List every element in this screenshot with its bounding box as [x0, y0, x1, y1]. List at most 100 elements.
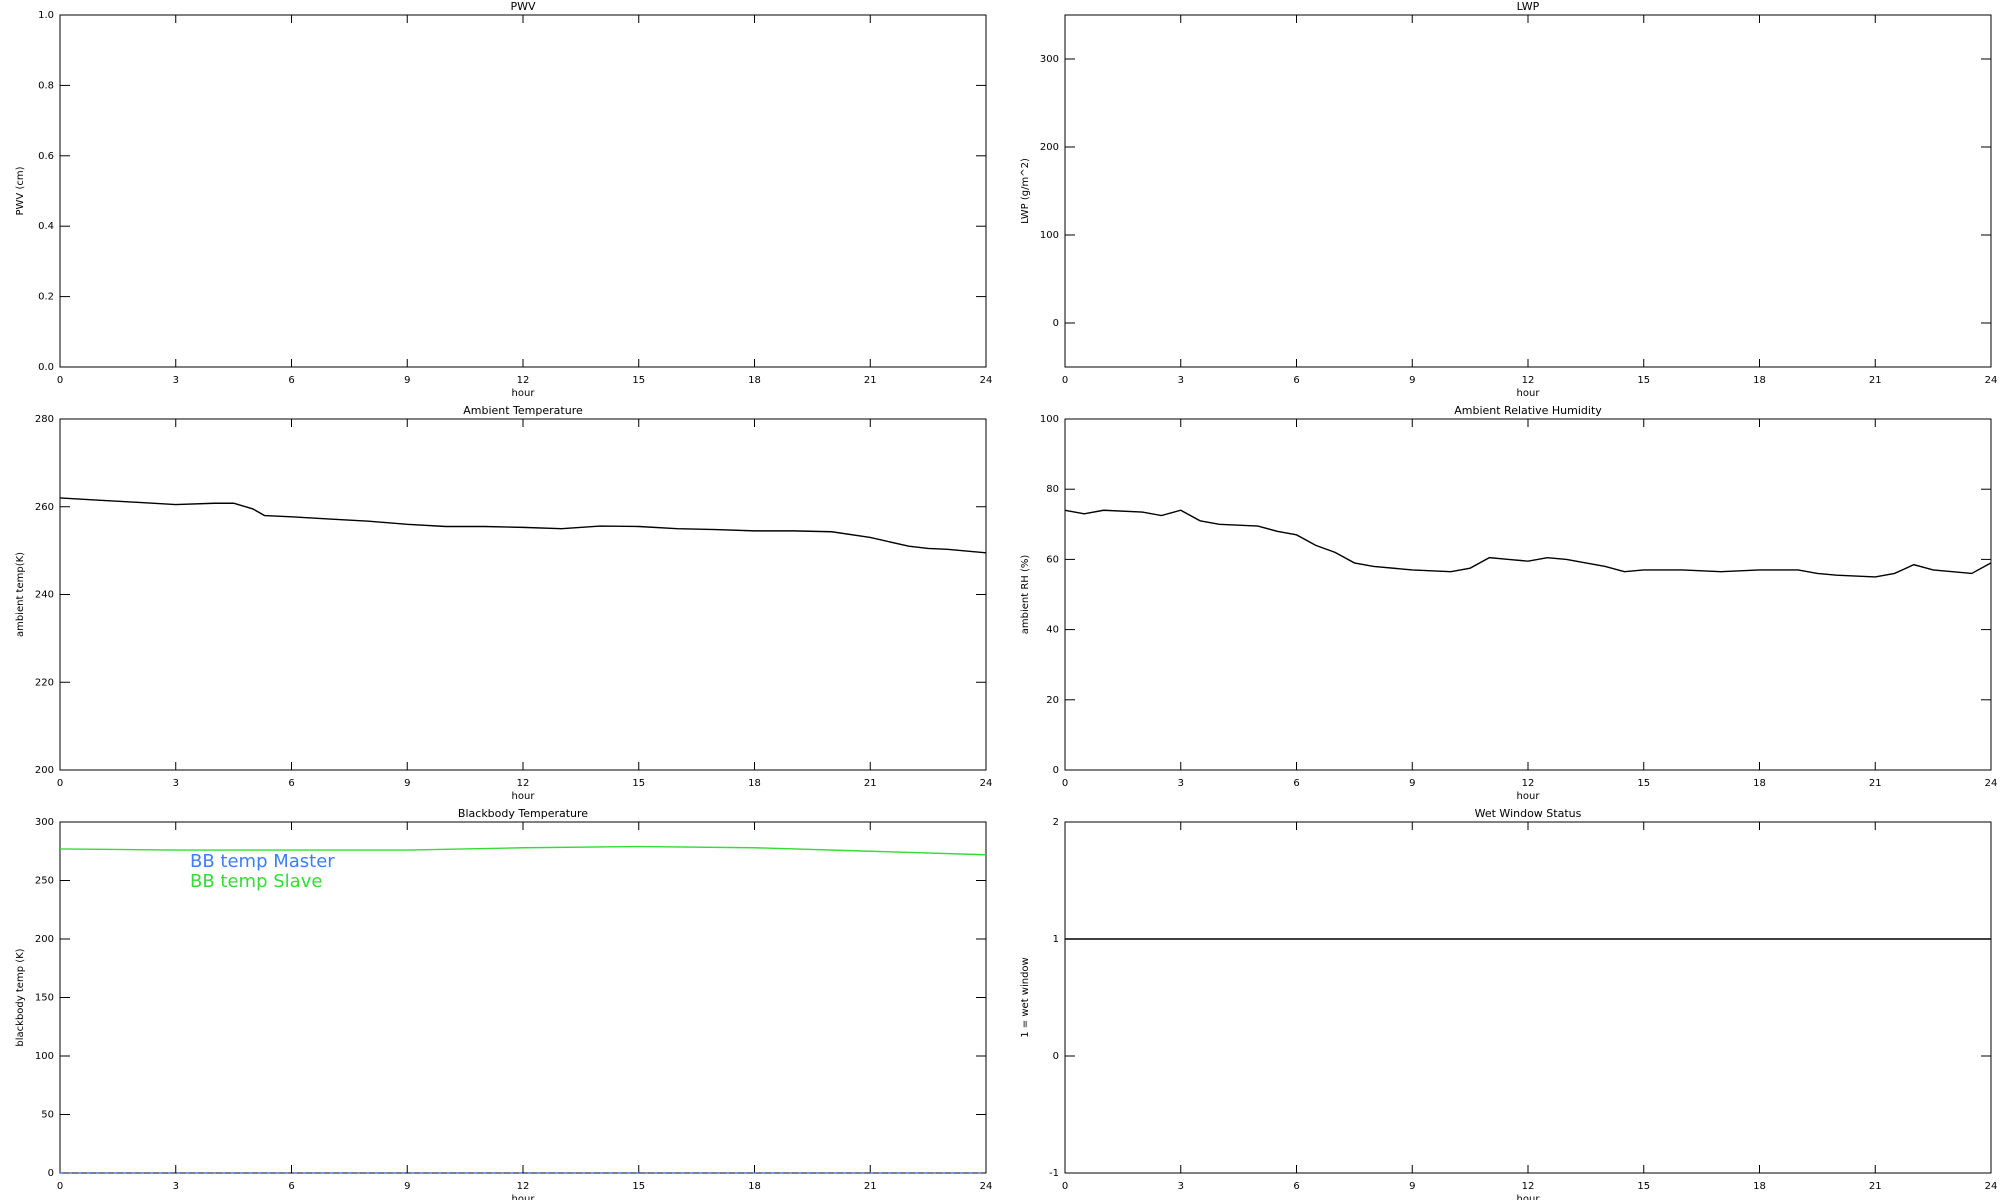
x-tick-label: 15 — [1637, 375, 1650, 386]
x-tick-label: 12 — [517, 1181, 530, 1192]
chart-title: Ambient Relative Humidity — [1454, 404, 1602, 417]
x-tick-label: 24 — [1985, 778, 1998, 789]
y-tick-label: 200 — [35, 765, 54, 776]
y-tick-label: 50 — [41, 1110, 54, 1121]
y-tick-label: 2 — [1053, 817, 1059, 828]
data-line — [59, 497, 987, 554]
y-tick-label: 280 — [35, 414, 54, 425]
x-tick-label: 21 — [1869, 778, 1882, 789]
y-tick-label: 100 — [1040, 230, 1059, 241]
y-tick-label: 0.0 — [38, 362, 54, 373]
x-tick-label: 3 — [1178, 375, 1184, 386]
x-axis-label: hour — [1517, 1194, 1541, 1200]
y-tick-label: 1.0 — [38, 10, 54, 21]
x-tick-label: 18 — [748, 375, 761, 386]
x-tick-label: 12 — [1522, 1181, 1535, 1192]
x-tick-label: 6 — [288, 1181, 294, 1192]
x-tick-label: 0 — [1062, 1181, 1068, 1192]
x-tick-label: 24 — [1985, 1181, 1998, 1192]
x-tick-label: 6 — [288, 375, 294, 386]
x-tick-label: 24 — [980, 778, 993, 789]
x-tick-label: 21 — [864, 778, 877, 789]
y-axis-label: LWP (g/m^2) — [1020, 158, 1031, 224]
x-tick-label: 24 — [980, 375, 993, 386]
y-tick-label: 100 — [35, 1051, 54, 1062]
x-tick-label: 18 — [1753, 1181, 1766, 1192]
data-line — [1064, 509, 1992, 578]
y-tick-label: 0 — [1053, 1051, 1059, 1062]
y-tick-label: 40 — [1046, 625, 1059, 636]
x-tick-label: 6 — [1293, 375, 1299, 386]
x-axis-label: hour — [512, 1194, 536, 1200]
y-axis-label: ambient RH (%) — [1020, 555, 1031, 635]
x-tick-label: 9 — [1409, 1181, 1415, 1192]
x-tick-label: 15 — [632, 375, 645, 386]
x-tick-label: 12 — [517, 375, 530, 386]
y-tick-label: 80 — [1046, 484, 1059, 495]
x-tick-label: 3 — [1178, 1181, 1184, 1192]
y-tick-label: 0 — [1053, 318, 1059, 329]
y-tick-label: 20 — [1046, 695, 1059, 706]
x-tick-label: 21 — [864, 1181, 877, 1192]
y-axis-label: blackbody temp (K) — [15, 948, 26, 1046]
x-tick-label: 6 — [1293, 778, 1299, 789]
x-tick-label: 0 — [57, 1181, 63, 1192]
y-axis-label: 1 = wet window — [1020, 957, 1031, 1037]
y-tick-label: 0.6 — [38, 151, 54, 162]
x-tick-label: 18 — [748, 1181, 761, 1192]
x-tick-label: 12 — [1522, 375, 1535, 386]
y-tick-label: 0 — [1053, 765, 1059, 776]
chart-title: Ambient Temperature — [463, 404, 583, 417]
legend-entry: BB temp Slave — [190, 871, 322, 892]
x-tick-label: 6 — [1293, 1181, 1299, 1192]
x-tick-label: 12 — [517, 778, 530, 789]
x-tick-label: 21 — [1869, 375, 1882, 386]
x-tick-label: 15 — [1637, 778, 1650, 789]
x-tick-label: 15 — [632, 778, 645, 789]
y-tick-label: 200 — [1040, 142, 1059, 153]
x-tick-label: 18 — [1753, 375, 1766, 386]
plot-frame — [59, 418, 987, 771]
y-axis-label: ambient temp(K) — [15, 552, 26, 637]
x-tick-label: 9 — [1409, 778, 1415, 789]
y-tick-label: 300 — [35, 817, 54, 828]
x-axis-label: hour — [1517, 388, 1541, 399]
x-axis-label: hour — [512, 388, 536, 399]
x-tick-label: 21 — [1869, 1181, 1882, 1192]
x-tick-label: 9 — [404, 375, 410, 386]
legend-entry: BB temp Master — [190, 851, 335, 872]
chart-title: PWV — [510, 0, 536, 13]
chart-title: Wet Window Status — [1475, 807, 1582, 820]
x-tick-label: 24 — [1985, 375, 1998, 386]
y-tick-label: 0.4 — [38, 221, 54, 232]
y-axis-label: PWV (cm) — [15, 166, 26, 215]
x-tick-label: 3 — [173, 1181, 179, 1192]
x-tick-label: 12 — [1522, 778, 1535, 789]
y-tick-label: 60 — [1046, 554, 1059, 565]
y-tick-label: 0 — [48, 1168, 54, 1179]
y-tick-label: 200 — [35, 934, 54, 945]
x-axis-label: hour — [1517, 791, 1541, 802]
x-tick-label: 6 — [288, 778, 294, 789]
x-tick-label: 3 — [1178, 778, 1184, 789]
x-tick-label: 21 — [864, 375, 877, 386]
y-tick-label: 260 — [35, 502, 54, 513]
x-tick-label: 0 — [1062, 375, 1068, 386]
y-tick-label: 300 — [1040, 54, 1059, 65]
x-tick-label: 9 — [1409, 375, 1415, 386]
plot-frame — [1064, 14, 1992, 368]
y-tick-label: 0.2 — [38, 292, 54, 303]
x-tick-label: 0 — [1062, 778, 1068, 789]
y-tick-label: 250 — [35, 876, 54, 887]
chart-title: Blackbody Temperature — [458, 807, 588, 820]
y-tick-label: 150 — [35, 993, 54, 1004]
x-tick-label: 0 — [57, 778, 63, 789]
y-tick-label: 1 — [1053, 934, 1059, 945]
y-tick-label: -1 — [1049, 1168, 1059, 1179]
y-tick-label: 220 — [35, 677, 54, 688]
x-tick-label: 3 — [173, 375, 179, 386]
y-tick-label: 100 — [1040, 414, 1059, 425]
x-tick-label: 24 — [980, 1181, 993, 1192]
data-line — [59, 845, 987, 856]
